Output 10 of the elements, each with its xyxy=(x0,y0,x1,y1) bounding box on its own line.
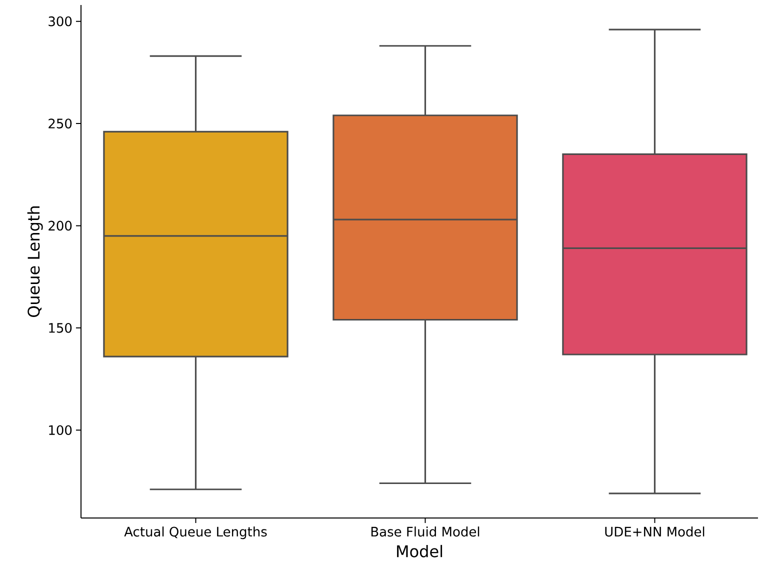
x-tick-label: Actual Queue Lengths xyxy=(124,526,267,540)
y-tick-label: 300 xyxy=(48,16,72,26)
y-tick-label: 150 xyxy=(49,323,72,333)
y-tick-label: 200 xyxy=(48,220,72,231)
y-axis-title: Queue Length xyxy=(27,206,43,318)
x-tick-label: Base Fluid Model xyxy=(371,526,480,537)
x-tick-label: UDE+NN Model xyxy=(605,526,704,537)
y-tick-label: 250 xyxy=(48,118,72,128)
x-axis-title: Model xyxy=(397,544,442,558)
y-tick-label: 100 xyxy=(49,425,72,436)
